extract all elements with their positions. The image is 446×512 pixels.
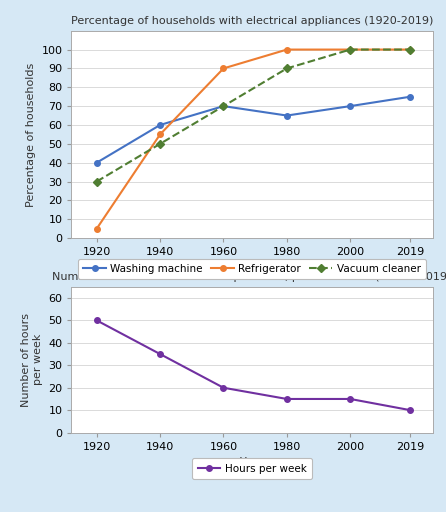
Legend: Hours per week: Hours per week	[192, 458, 312, 479]
Washing machine	[284, 113, 289, 119]
Hours per week	[284, 396, 289, 402]
Title: Number of hours of housework* per week, per household (1920 - 2019): Number of hours of housework* per week, …	[52, 272, 446, 282]
Vacuum cleaner	[408, 47, 413, 53]
Refrigerator	[284, 47, 289, 53]
Hours per week	[157, 351, 163, 357]
Vacuum cleaner	[347, 47, 353, 53]
Vacuum cleaner	[94, 179, 99, 185]
Vacuum cleaner	[157, 141, 163, 147]
Line: Washing machine: Washing machine	[94, 94, 413, 165]
Washing machine	[408, 94, 413, 100]
Refrigerator	[347, 47, 353, 53]
Vacuum cleaner	[221, 103, 226, 109]
Line: Refrigerator: Refrigerator	[94, 47, 413, 231]
Washing machine	[157, 122, 163, 128]
Hours per week	[221, 385, 226, 391]
Line: Vacuum cleaner: Vacuum cleaner	[94, 47, 413, 184]
Washing machine	[347, 103, 353, 109]
Title: Percentage of households with electrical appliances (1920-2019): Percentage of households with electrical…	[71, 16, 433, 26]
Y-axis label: Percentage of households: Percentage of households	[26, 62, 36, 206]
Line: Hours per week: Hours per week	[94, 317, 413, 413]
Washing machine	[94, 160, 99, 166]
X-axis label: Year: Year	[240, 263, 264, 273]
Hours per week	[408, 407, 413, 413]
Refrigerator	[408, 47, 413, 53]
Legend: Washing machine, Refrigerator, Vacuum cleaner: Washing machine, Refrigerator, Vacuum cl…	[78, 259, 426, 279]
Y-axis label: Number of hours
per week: Number of hours per week	[21, 313, 43, 407]
Washing machine	[221, 103, 226, 109]
Refrigerator	[94, 226, 99, 232]
Hours per week	[347, 396, 353, 402]
X-axis label: Year: Year	[240, 457, 264, 467]
Refrigerator	[221, 66, 226, 72]
Hours per week	[94, 317, 99, 324]
Vacuum cleaner	[284, 66, 289, 72]
Refrigerator	[157, 131, 163, 137]
